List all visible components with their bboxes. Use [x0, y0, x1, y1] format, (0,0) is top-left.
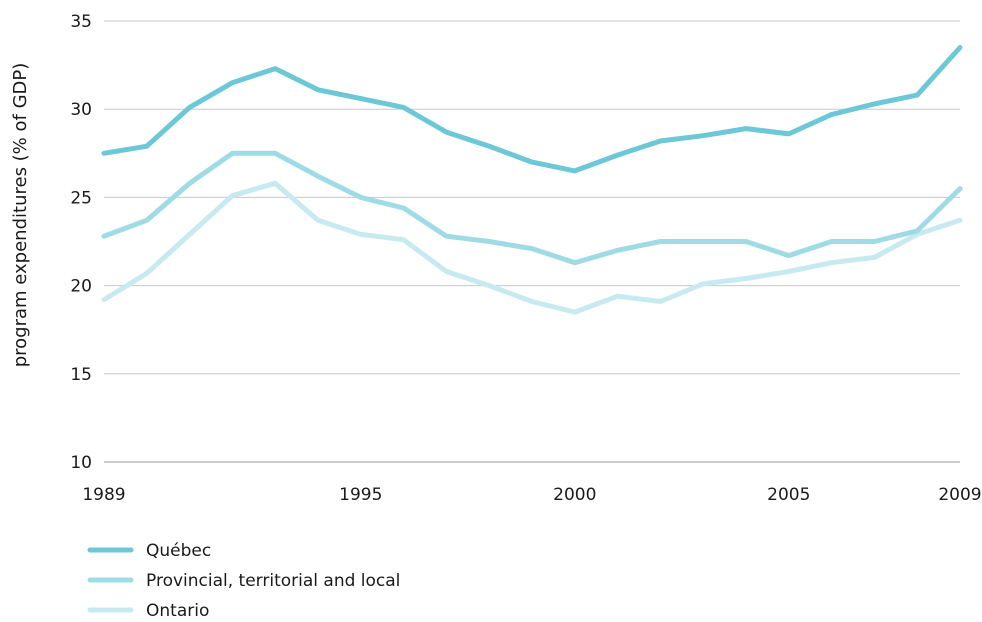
- y-tick-label: 30: [70, 100, 92, 120]
- x-tick-label: 2005: [767, 485, 810, 505]
- y-tick-label: 20: [70, 277, 92, 297]
- legend-label: Ontario: [146, 601, 209, 621]
- y-tick-label: 25: [70, 188, 92, 208]
- y-tick-label: 15: [70, 365, 92, 385]
- legend-label: Québec: [146, 541, 211, 561]
- y-axis-title: program expenditures (% of GDP): [10, 63, 31, 368]
- series-line-2: [101, 180, 963, 315]
- series-line-0: [101, 45, 963, 174]
- x-axis-ticks: 1989 1995 2000 2005 2009: [82, 485, 981, 505]
- x-tick-label: 1995: [339, 485, 382, 505]
- y-tick-label: 35: [70, 12, 92, 32]
- legend-label: Provincial, territorial and local: [146, 571, 400, 591]
- x-tick-label: 1989: [82, 485, 125, 505]
- series-line-1: [101, 150, 963, 266]
- x-tick-label: 2000: [553, 485, 596, 505]
- y-axis-ticks: 10 15 20 25 30 35: [70, 12, 92, 473]
- grid-lines: [104, 20, 960, 463]
- legend: Québec Provincial, territorial and local O…: [87, 541, 400, 621]
- x-tick-label: 2009: [938, 485, 981, 505]
- series-lines: [101, 45, 963, 315]
- y-tick-label: 10: [70, 453, 92, 473]
